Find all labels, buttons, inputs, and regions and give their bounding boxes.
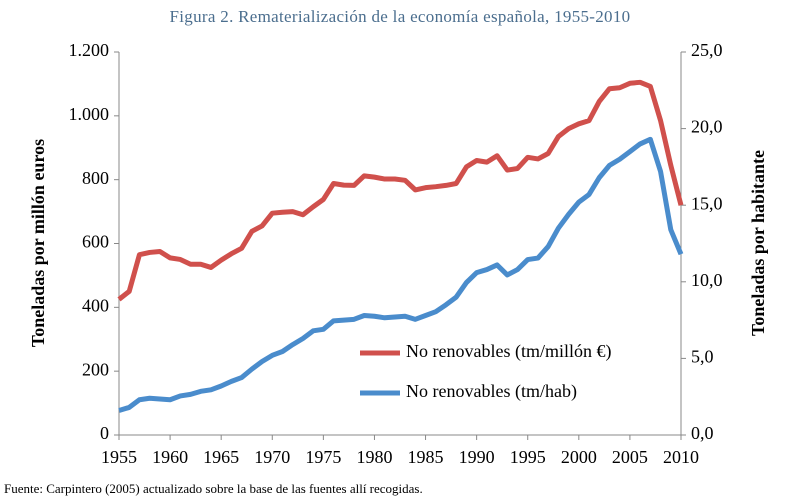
legend-label: No renovables (tm/millón €) — [406, 341, 611, 362]
y2-tick-label: 25,0 — [691, 40, 723, 60]
y-axis-label: Toneladas por millón euros — [28, 139, 48, 347]
x-tick-label: 1970 — [254, 447, 290, 467]
x-tick-label: 1955 — [101, 447, 137, 467]
y-tick-label: 600 — [82, 232, 109, 252]
x-tick-label: 2000 — [561, 447, 597, 467]
y2-tick-label: 0,0 — [691, 423, 714, 443]
x-tick-label: 1985 — [408, 447, 444, 467]
series-line — [117, 79, 684, 302]
y-tick-label: 1.000 — [69, 104, 110, 124]
x-tick-label: 2005 — [612, 447, 648, 467]
x-tick-label: 1965 — [203, 447, 239, 467]
source-note: Fuente: Carpintero (2005) actualizado so… — [4, 481, 423, 496]
x-tick-label: 1980 — [356, 447, 392, 467]
y-tick-label: 200 — [82, 359, 109, 379]
x-tick-label: 1960 — [152, 447, 188, 467]
y2-tick-label: 5,0 — [691, 347, 714, 367]
y-tick-label: 800 — [82, 168, 109, 188]
x-tick-label: 1975 — [305, 447, 341, 467]
y-tick-label: 1.200 — [69, 40, 110, 60]
x-tick-label: 1990 — [459, 447, 495, 467]
x-tick-label: 2010 — [663, 447, 699, 467]
y-tick-label: 0 — [100, 423, 109, 443]
y2-tick-label: 10,0 — [691, 270, 723, 290]
y2-axis-label: Toneladas por habitante — [748, 150, 768, 336]
y-tick-label: 400 — [82, 295, 109, 315]
series-line — [118, 136, 684, 413]
legend-label: No renovables (tm/hab) — [406, 381, 577, 402]
y2-tick-label: 20,0 — [691, 117, 723, 137]
x-tick-label: 1995 — [510, 447, 546, 467]
chart-title: Figura 2. Rematerialización de la econom… — [170, 7, 631, 26]
y2-tick-label: 15,0 — [691, 193, 723, 213]
